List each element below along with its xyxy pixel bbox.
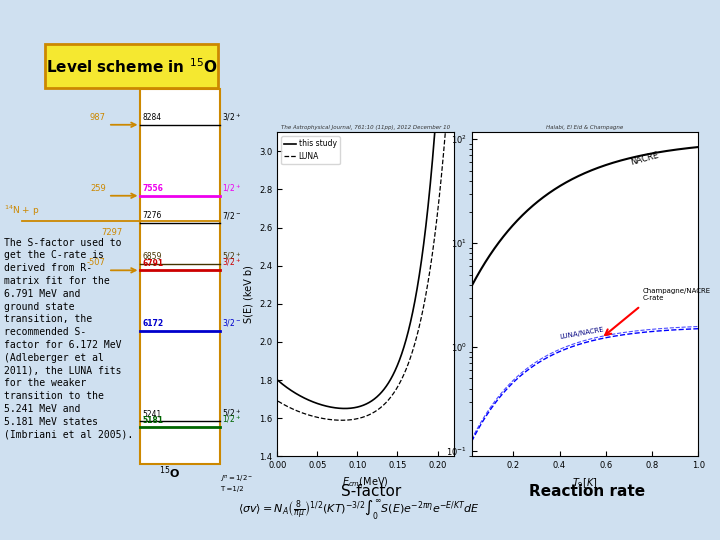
Text: The Astrophysical Journal, 761:10 (11pp), 2012 December 10: The Astrophysical Journal, 761:10 (11pp)… (281, 125, 450, 130)
Text: 1/2$^+$: 1/2$^+$ (222, 182, 242, 193)
Text: 5/2$^+$: 5/2$^+$ (222, 250, 242, 261)
Text: $^{15}$O: $^{15}$O (158, 465, 180, 481)
Text: Champagne/NACRE
C-rate: Champagne/NACRE C-rate (643, 288, 711, 301)
Y-axis label: S(E) (keV b): S(E) (keV b) (243, 265, 253, 323)
Text: 7556: 7556 (143, 184, 163, 193)
Text: $\langle \sigma v \rangle = N_A\left(\frac{8}{\pi\mu}\right)^{1/2}(KT)^{-3/2}\in: $\langle \sigma v \rangle = N_A\left(\fr… (238, 498, 480, 522)
FancyBboxPatch shape (45, 44, 218, 88)
Text: 6791: 6791 (143, 259, 163, 268)
Text: Halabi, El Eid & Champagne: Halabi, El Eid & Champagne (546, 125, 624, 130)
LUNA (274, 398, 282, 404)
Text: 6859: 6859 (143, 252, 162, 261)
Text: 5241: 5241 (143, 410, 162, 418)
Text: 1/2$^+$: 1/2$^+$ (222, 414, 242, 425)
Line: this study: this study (278, 0, 454, 408)
Text: Reaction rate: Reaction rate (528, 484, 645, 499)
LUNA (402, 366, 410, 373)
this study (274, 377, 282, 384)
LUNA (343, 417, 352, 423)
this study (294, 392, 303, 399)
this study (331, 404, 340, 411)
Text: 987: 987 (90, 112, 106, 122)
LUNA (331, 417, 340, 423)
Text: 8284: 8284 (143, 113, 162, 122)
X-axis label: $T_9[K]$: $T_9[K]$ (572, 476, 598, 490)
this study (341, 405, 349, 411)
this study (402, 336, 410, 343)
Text: NACRE: NACRE (629, 151, 660, 167)
Text: 3/2$^-$: 3/2$^-$ (222, 318, 242, 328)
Bar (140, 89, 220, 464)
Text: 259: 259 (90, 184, 106, 192)
Text: 7/2$^-$: 7/2$^-$ (222, 210, 242, 221)
Text: 5/2$^+$: 5/2$^+$ (222, 408, 242, 419)
LUNA (294, 408, 303, 415)
Line: LUNA: LUNA (278, 15, 454, 420)
Text: 3/2$^+$: 3/2$^+$ (222, 111, 242, 123)
Text: 7297: 7297 (101, 228, 122, 237)
LUNA (384, 396, 393, 403)
Text: 3/2$^+$: 3/2$^+$ (222, 256, 242, 268)
Text: Level scheme in $^{15}$O: Level scheme in $^{15}$O (45, 57, 217, 76)
LUNA (338, 417, 346, 423)
Text: 5181: 5181 (143, 416, 163, 424)
LUNA (401, 368, 410, 375)
LUNA (449, 11, 458, 18)
Text: The S-factor used to
get the C-rate is
derived from R-
matrix fit for the
6.791 : The S-factor used to get the C-rate is d… (4, 238, 133, 440)
this study (401, 340, 410, 346)
Text: $J^{\pi}=1/2^-$
T =1/2: $J^{\pi}=1/2^-$ T =1/2 (220, 474, 253, 492)
Text: 6172: 6172 (143, 319, 163, 328)
this study (343, 405, 352, 411)
Text: $^{14}$N + p: $^{14}$N + p (4, 204, 39, 218)
Text: S-factor: S-factor (341, 484, 401, 499)
Legend: this study, LUNA: this study, LUNA (281, 136, 340, 164)
this study (384, 379, 393, 386)
Text: LUNA/NACRE: LUNA/NACRE (559, 326, 605, 340)
Text: 7276: 7276 (143, 211, 162, 220)
X-axis label: $E_{cm}$(MeV): $E_{cm}$(MeV) (342, 476, 389, 489)
Text: -507: -507 (87, 258, 106, 267)
